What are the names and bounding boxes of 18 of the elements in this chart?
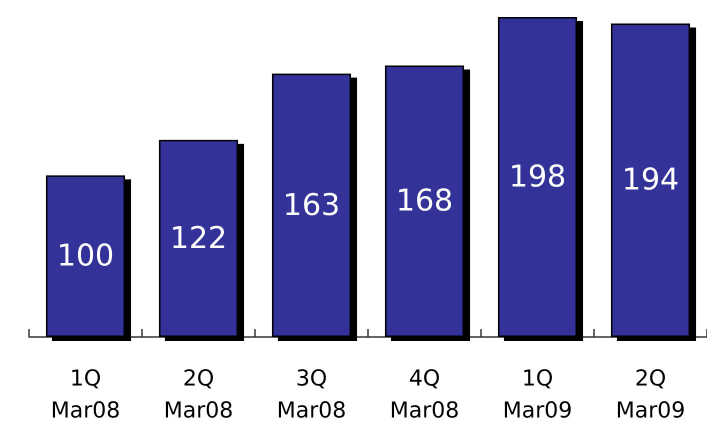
data-label: 163 <box>282 188 340 223</box>
data-label: 100 <box>56 238 114 274</box>
data-label: 194 <box>622 162 680 198</box>
bar <box>272 74 352 337</box>
bar <box>610 23 690 337</box>
bar <box>384 65 464 337</box>
data-label: 122 <box>170 220 228 256</box>
data-label: 168 <box>396 184 454 219</box>
data-label: 198 <box>508 160 566 194</box>
bar <box>158 140 238 337</box>
x-tick-label: 4Q Mar08 <box>390 366 460 424</box>
bar <box>498 17 578 337</box>
x-tick-label: 1Q Mar09 <box>502 366 572 424</box>
bar <box>46 175 126 337</box>
x-tick-label: 2Q Mar08 <box>164 366 234 424</box>
x-tick-label: 3Q Mar08 <box>276 366 346 424</box>
x-tick-label: 2Q Mar09 <box>616 366 686 424</box>
x-tick-label: 1Q Mar08 <box>50 366 120 424</box>
